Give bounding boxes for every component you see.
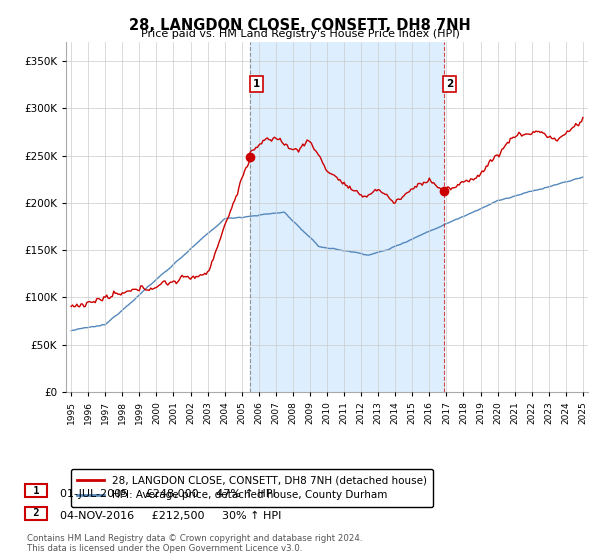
Text: 2: 2 bbox=[27, 508, 46, 519]
Text: Contains HM Land Registry data © Crown copyright and database right 2024.
This d: Contains HM Land Registry data © Crown c… bbox=[27, 534, 362, 553]
Text: 1: 1 bbox=[27, 486, 46, 496]
Text: 1: 1 bbox=[253, 79, 260, 89]
Legend: 28, LANGDON CLOSE, CONSETT, DH8 7NH (detached house), HPI: Average price, detach: 28, LANGDON CLOSE, CONSETT, DH8 7NH (det… bbox=[71, 469, 433, 507]
Text: 2: 2 bbox=[446, 79, 454, 89]
Text: 28, LANGDON CLOSE, CONSETT, DH8 7NH: 28, LANGDON CLOSE, CONSETT, DH8 7NH bbox=[129, 18, 471, 33]
Bar bbox=[250, 42, 443, 392]
Text: 01-JUL-2005     £248,000     47% ↑ HPI: 01-JUL-2005 £248,000 47% ↑ HPI bbox=[60, 489, 276, 499]
Text: Price paid vs. HM Land Registry's House Price Index (HPI): Price paid vs. HM Land Registry's House … bbox=[140, 29, 460, 39]
Text: 04-NOV-2016     £212,500     30% ↑ HPI: 04-NOV-2016 £212,500 30% ↑ HPI bbox=[60, 511, 281, 521]
